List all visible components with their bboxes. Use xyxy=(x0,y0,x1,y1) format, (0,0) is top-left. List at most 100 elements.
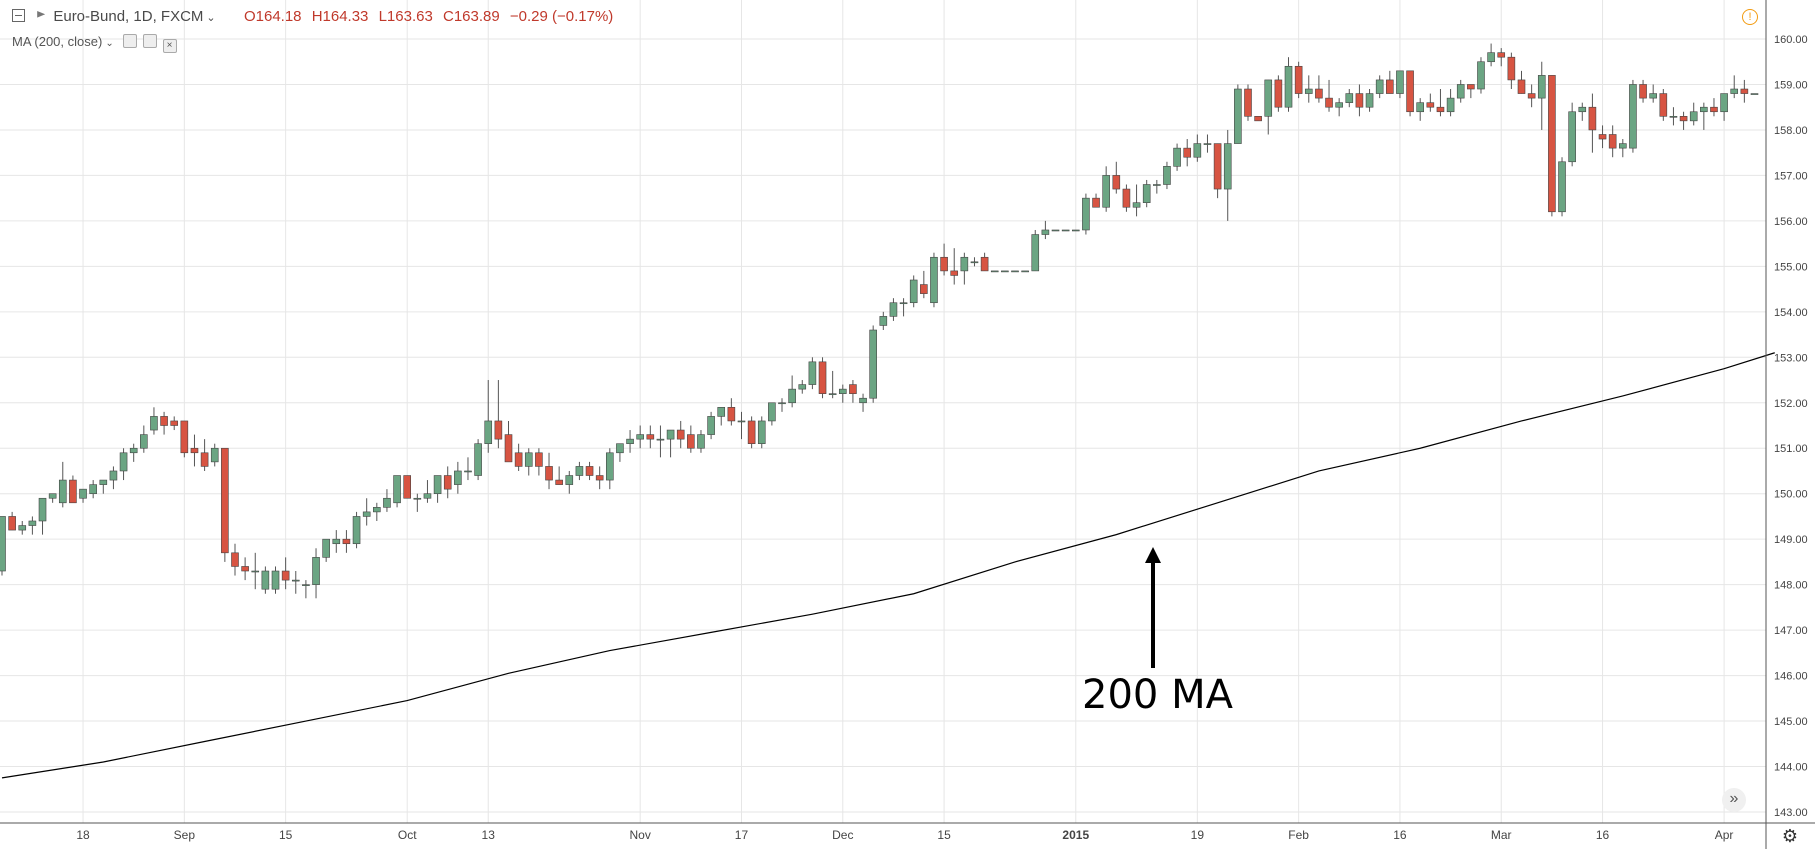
candle xyxy=(990,270,999,273)
arrow-up-icon xyxy=(1145,547,1161,668)
candle-body xyxy=(1578,106,1587,113)
candle-body xyxy=(970,261,979,264)
candle xyxy=(909,275,918,308)
candle xyxy=(879,311,888,331)
x-tick-label: 17 xyxy=(735,828,749,842)
candle-body xyxy=(1730,88,1739,94)
candle xyxy=(504,420,513,463)
candle xyxy=(1031,229,1040,272)
candle-body xyxy=(636,434,644,440)
candle xyxy=(1710,98,1718,117)
candle xyxy=(170,416,179,431)
candle xyxy=(1325,79,1333,112)
candle xyxy=(1153,179,1161,194)
candle-body xyxy=(221,447,229,554)
candle xyxy=(79,488,87,503)
candle-body xyxy=(757,420,766,444)
x-axis[interactable]: 18 Sep 15 Oct 13 Nov 17 Dec 15 2015 19 Feb 16 Mar 16 Ap… xyxy=(76,828,1733,842)
candle-body xyxy=(1568,111,1576,163)
candle xyxy=(1558,157,1566,217)
chevron-down-icon[interactable]: ⌄ xyxy=(105,38,114,49)
candle-body xyxy=(1325,97,1333,108)
candle-body xyxy=(1315,88,1323,99)
candle xyxy=(393,475,401,508)
candle xyxy=(1041,220,1050,240)
candle-body xyxy=(1588,106,1597,131)
x-tick-label: 15 xyxy=(937,828,951,842)
candle xyxy=(474,439,482,481)
y-tick-label: 144.00 xyxy=(1774,762,1808,774)
candle xyxy=(1487,43,1495,67)
candle xyxy=(150,407,158,435)
x-tick-label: 13 xyxy=(482,828,496,842)
candle-body xyxy=(575,466,584,476)
candle-body xyxy=(1345,93,1354,103)
candle xyxy=(960,252,969,285)
x-tick-label: Oct xyxy=(398,828,417,842)
candle-body xyxy=(1710,106,1718,113)
candle-body xyxy=(1163,166,1171,185)
x-tick-label: 15 xyxy=(279,828,293,842)
eye-icon[interactable] xyxy=(123,34,138,48)
candle-body xyxy=(1649,93,1657,99)
candle-body xyxy=(920,284,928,294)
candle-body xyxy=(1092,197,1100,208)
candle-body xyxy=(535,452,543,467)
candle xyxy=(980,252,989,272)
gear-icon[interactable]: ⚙ xyxy=(1781,826,1799,846)
chevron-down-icon[interactable]: ⌄ xyxy=(206,12,216,24)
candle-body xyxy=(140,434,148,449)
candle-body xyxy=(1284,65,1293,108)
candle xyxy=(920,270,928,299)
candle xyxy=(1517,70,1526,94)
candle xyxy=(555,466,563,485)
candle xyxy=(656,425,665,458)
candle xyxy=(1578,102,1587,121)
candle xyxy=(1629,79,1637,153)
candle xyxy=(1274,75,1283,112)
candle xyxy=(1730,75,1739,99)
warning-circle-icon[interactable]: ! xyxy=(1742,9,1758,25)
y-tick-label: 153.00 xyxy=(1774,352,1808,364)
candle xyxy=(1193,134,1202,162)
candle-body xyxy=(889,302,898,317)
gear-icon[interactable] xyxy=(142,34,157,48)
indicator-label[interactable]: MA (200, close) xyxy=(12,34,103,49)
candle-body xyxy=(69,479,77,504)
candle-body xyxy=(180,420,189,454)
candle xyxy=(1092,193,1100,208)
candle-body xyxy=(1750,93,1759,95)
candle-body xyxy=(241,566,249,572)
minus-square-icon[interactable] xyxy=(12,9,25,22)
double-chevron-right-icon[interactable]: » xyxy=(1722,788,1746,812)
candle xyxy=(271,566,280,594)
y-axis[interactable]: 143.00 144.00 145.00 146.00 147.00 148.00 149.… xyxy=(1774,34,1808,819)
candle xyxy=(1183,139,1192,167)
candle xyxy=(1740,79,1749,103)
candle-body xyxy=(1639,84,1647,99)
candle xyxy=(291,571,300,594)
candle-body xyxy=(190,447,199,454)
candle-body xyxy=(58,479,67,504)
candle-body xyxy=(1193,143,1202,158)
candle xyxy=(1386,70,1394,94)
candle xyxy=(373,502,381,521)
candle-body xyxy=(1426,102,1435,108)
candle-body xyxy=(79,488,87,499)
candle-body xyxy=(342,538,351,545)
symbol-label[interactable]: Euro-Bund, 1D, FXCM xyxy=(53,8,204,25)
candle xyxy=(1082,193,1090,235)
candle xyxy=(1608,125,1617,158)
candle-body xyxy=(261,570,270,590)
candle-body xyxy=(1517,79,1526,94)
candle xyxy=(626,430,634,453)
candle-body xyxy=(1021,270,1029,273)
candle-body xyxy=(1477,61,1485,90)
candle xyxy=(433,475,442,503)
candle-body xyxy=(737,420,746,423)
candle xyxy=(1689,102,1698,126)
candle xyxy=(1335,98,1343,117)
candle-body xyxy=(1183,147,1192,158)
close-icon[interactable]: × xyxy=(162,39,177,53)
